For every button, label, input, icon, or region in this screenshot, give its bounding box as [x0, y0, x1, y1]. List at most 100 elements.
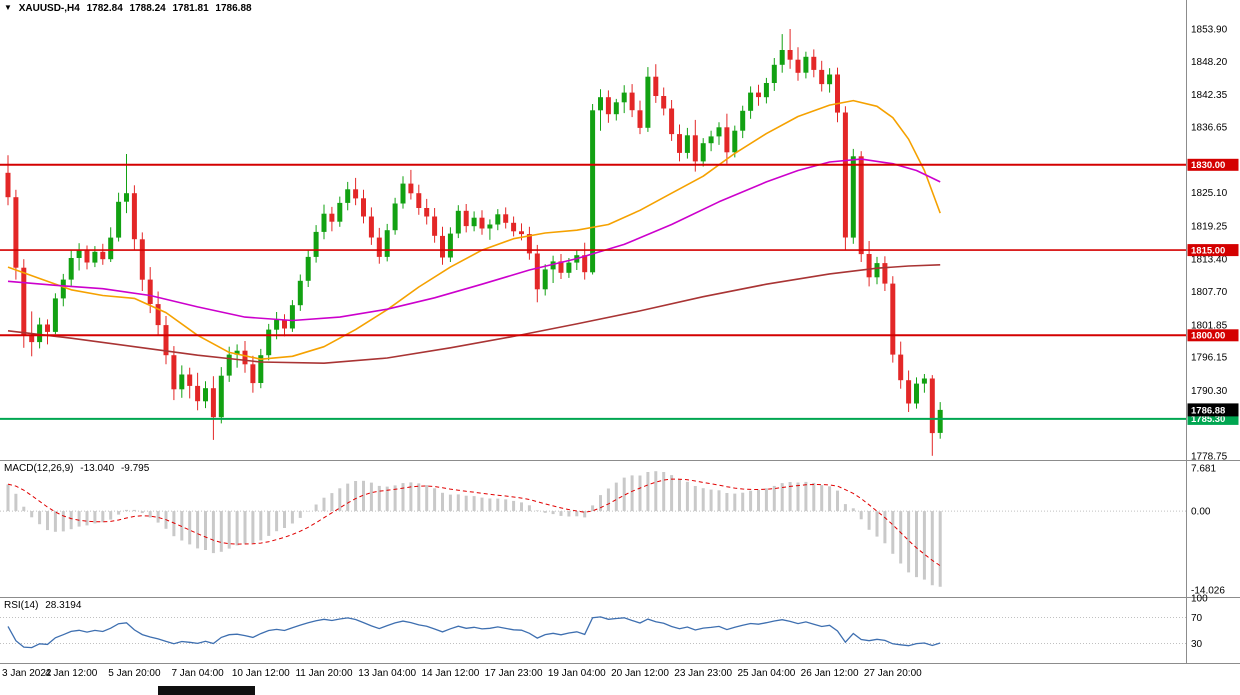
- candle-body: [906, 380, 912, 404]
- candle-body: [590, 110, 596, 273]
- candle-body: [700, 143, 706, 162]
- ohlc-open: 1782.84: [86, 3, 123, 14]
- main-price-panel[interactable]: [5, 29, 943, 456]
- price-axis-label: 1796.15: [1191, 353, 1228, 364]
- candle-body: [898, 354, 904, 381]
- rsi-label: RSI(14): [4, 600, 39, 611]
- macd-main-value: -13.040: [80, 463, 115, 474]
- candle-body: [582, 255, 588, 273]
- rsi-panel[interactable]: [0, 616, 1186, 649]
- candle-body: [874, 263, 880, 278]
- ohlc-low: 1781.81: [172, 3, 209, 14]
- price-axis-label: 1819.25: [1191, 221, 1228, 232]
- price-axis-label: 1853.90: [1191, 25, 1228, 36]
- candle-body: [345, 189, 351, 203]
- candle-body: [463, 210, 469, 227]
- candle-body: [139, 239, 145, 280]
- price-axis-label: 1836.65: [1191, 123, 1228, 134]
- candle-body: [645, 76, 651, 128]
- candle-body: [803, 56, 809, 73]
- current-price-tag-text: 1786.88: [1191, 405, 1225, 416]
- macd-panel[interactable]: [0, 471, 1186, 587]
- candle-body: [732, 130, 738, 153]
- time-axis-label: 13 Jan 04:00: [358, 668, 416, 679]
- candle-body: [684, 135, 690, 153]
- candle-body: [297, 280, 303, 306]
- candle-body: [661, 96, 667, 109]
- price-axis-label: 1813.40: [1191, 255, 1228, 266]
- rsi-axis-label: 100: [1191, 594, 1208, 605]
- hline-price-tag-text: 1815.00: [1191, 245, 1225, 256]
- candle-body: [598, 97, 603, 111]
- time-axis-label: 4 Jan 12:00: [45, 668, 98, 679]
- candle-body: [740, 110, 746, 131]
- candle-body: [511, 222, 517, 232]
- macd-axis-label: 7.681: [1191, 463, 1216, 474]
- candle-body: [756, 92, 761, 98]
- candle-body: [400, 183, 406, 204]
- candle-body: [368, 216, 374, 238]
- rsi-value: 28.3194: [45, 600, 82, 611]
- candle-body: [542, 269, 548, 290]
- candle-body: [313, 231, 319, 257]
- candle-body: [613, 102, 619, 115]
- candle-body: [858, 156, 864, 255]
- candle-body: [84, 250, 90, 263]
- candle-body: [550, 261, 556, 270]
- candle-body: [692, 135, 698, 162]
- candle-body: [835, 74, 840, 113]
- candle-body: [116, 201, 122, 238]
- candle-body: [677, 134, 682, 153]
- candle-body: [147, 279, 153, 304]
- candle-body: [60, 279, 66, 299]
- time-axis-label: 5 Jan 20:00: [108, 668, 161, 679]
- bottom-black-bar: [158, 686, 255, 695]
- time-axis-label: 14 Jan 12:00: [421, 668, 479, 679]
- candle-body: [416, 193, 422, 208]
- time-axis-label: 20 Jan 12:00: [611, 668, 669, 679]
- candle-body: [558, 261, 564, 273]
- candle-body: [408, 183, 414, 194]
- time-axis-label: 27 Jan 20:00: [864, 668, 922, 679]
- current-price-tag: [1187, 403, 1239, 417]
- candle-body: [329, 213, 335, 222]
- candle-body: [242, 350, 248, 365]
- rsi-line: [7, 616, 941, 649]
- candle-body: [187, 374, 193, 386]
- candle-body: [534, 253, 540, 290]
- candle-body: [384, 230, 390, 257]
- price-axis-label: 1790.30: [1191, 386, 1228, 397]
- candle-body: [131, 193, 137, 240]
- candle-body: [708, 136, 714, 144]
- candle-body: [763, 83, 769, 98]
- candle-body: [52, 298, 58, 332]
- candle-body: [210, 388, 216, 418]
- hline-price-tag: [1187, 244, 1239, 257]
- price-axis-label: 1842.35: [1191, 90, 1228, 101]
- candle-body: [914, 383, 919, 404]
- candle-body: [503, 214, 509, 223]
- candle-body: [124, 193, 129, 202]
- rsi-axis-label: 70: [1191, 613, 1203, 624]
- candle-body: [495, 214, 501, 225]
- hline-price-tag: [1187, 158, 1239, 171]
- macd-axis-label: -14.026: [1191, 586, 1225, 597]
- hline-price-tag-text: 1830.00: [1191, 160, 1225, 171]
- candle-body: [108, 237, 114, 260]
- candle-body: [92, 251, 98, 263]
- candle-body: [274, 320, 280, 330]
- candle-body: [250, 364, 256, 384]
- candle-body: [226, 354, 232, 376]
- candle-body: [266, 329, 272, 356]
- candle-body: [621, 92, 627, 103]
- time-axis-label: 3 Jan 2022: [2, 668, 52, 679]
- time-axis-label: 25 Jan 04:00: [737, 668, 795, 679]
- candle-body: [566, 262, 572, 273]
- candle-body: [526, 234, 532, 254]
- ohlc-high: 1788.24: [129, 3, 166, 14]
- candle-body: [76, 250, 82, 258]
- hline-price-tag: [1187, 329, 1239, 342]
- candle-body: [890, 283, 896, 355]
- candle-body: [234, 350, 240, 355]
